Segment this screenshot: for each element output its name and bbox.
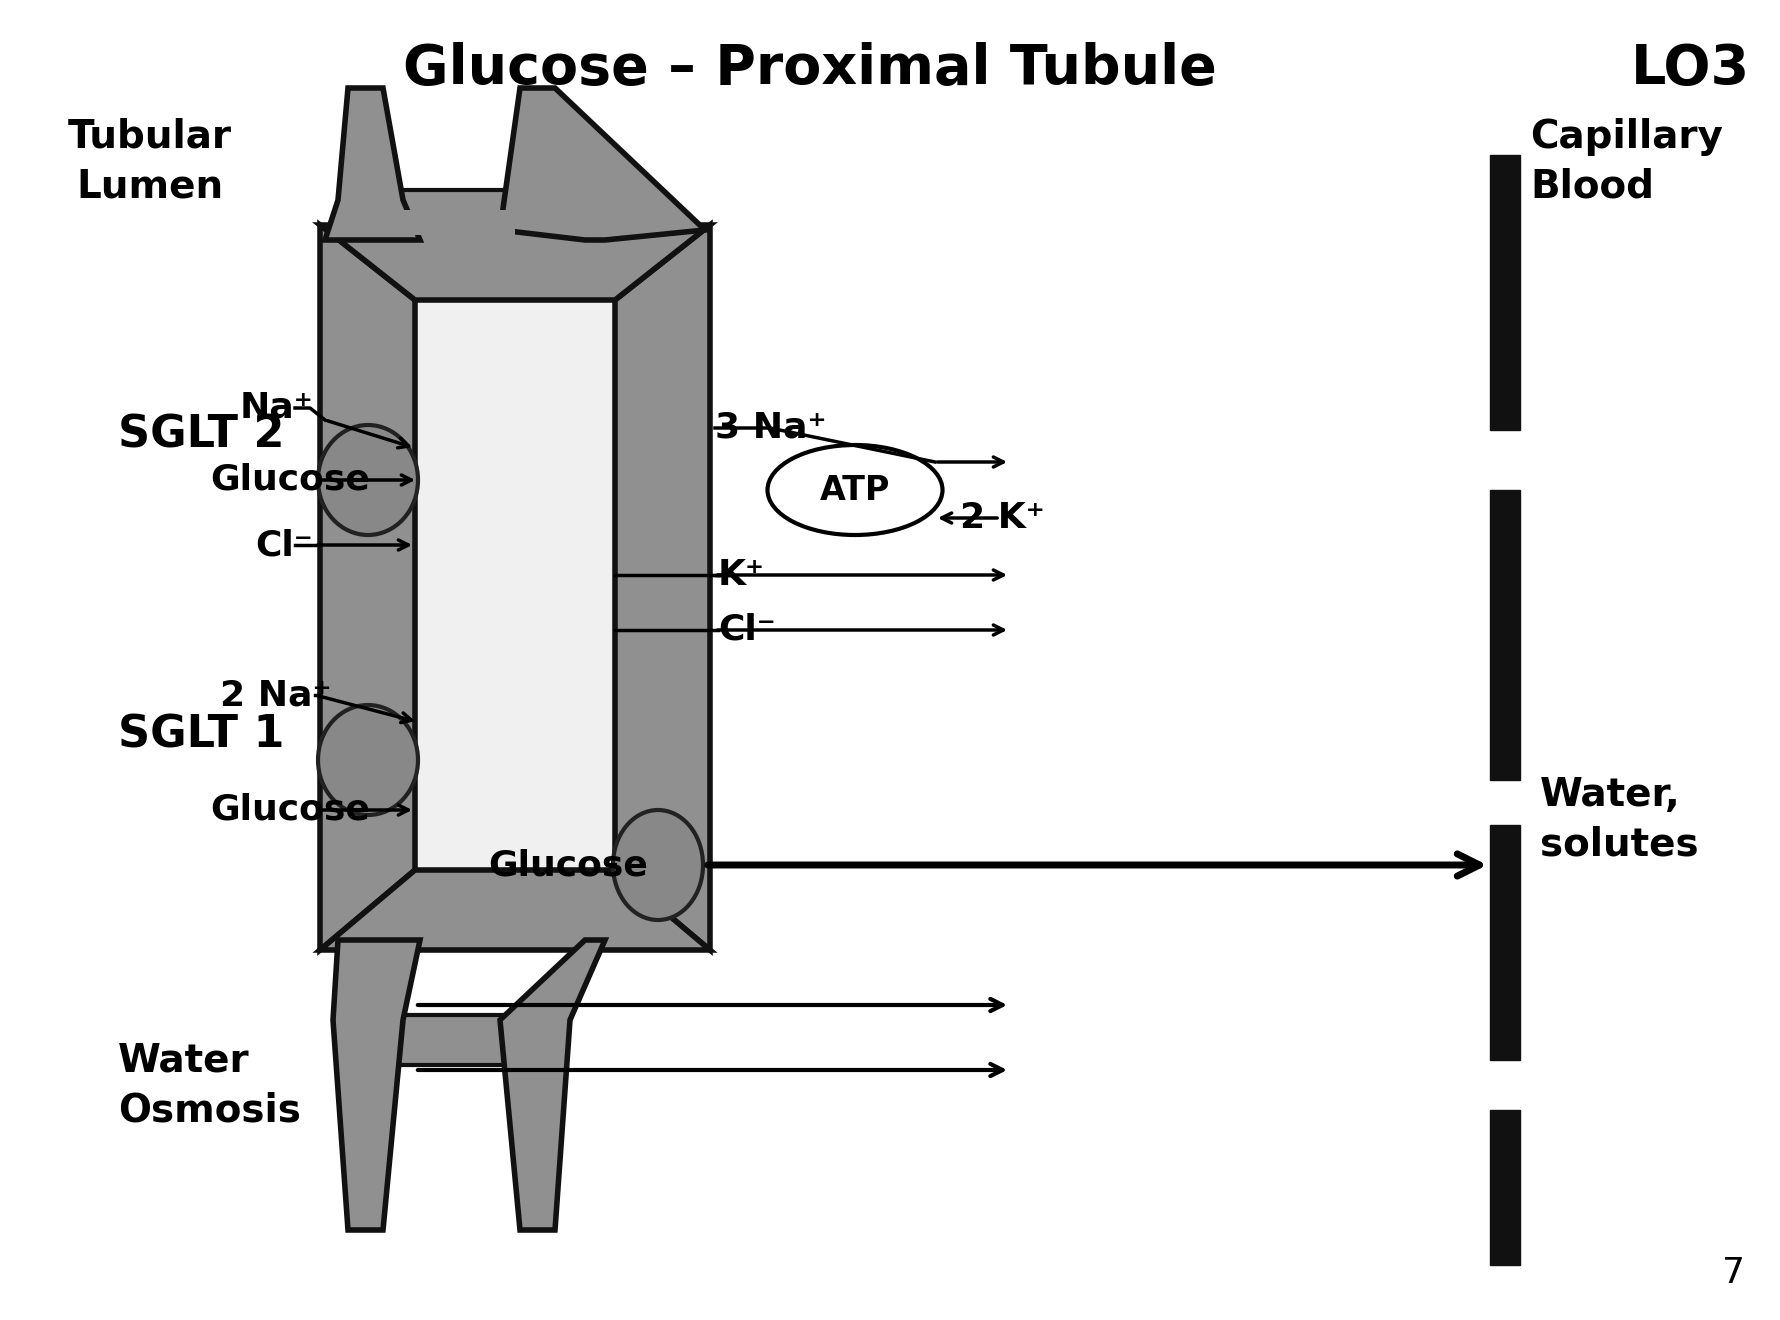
Text: 3 Na⁺: 3 Na⁺	[716, 411, 826, 445]
Text: Na⁺: Na⁺	[240, 391, 313, 425]
Text: Glucose – Proximal Tubule: Glucose – Proximal Tubule	[402, 42, 1218, 96]
Text: ATP: ATP	[821, 474, 890, 507]
Text: Glucose: Glucose	[488, 847, 648, 882]
Polygon shape	[500, 88, 705, 240]
Bar	[1490, 154, 1520, 430]
Bar	[393, 1015, 514, 1065]
Text: Glucose: Glucose	[210, 463, 370, 498]
Text: LO3: LO3	[1630, 42, 1750, 96]
Ellipse shape	[319, 425, 418, 535]
Text: 7: 7	[1721, 1257, 1744, 1290]
Text: SGLT 1: SGLT 1	[117, 714, 285, 756]
Text: Water,
solutes: Water, solutes	[1540, 776, 1698, 865]
Text: Cl⁻: Cl⁻	[717, 612, 776, 647]
Ellipse shape	[612, 810, 703, 920]
Text: Water
Osmosis: Water Osmosis	[117, 1041, 301, 1129]
Bar	[383, 210, 514, 235]
Polygon shape	[326, 88, 420, 240]
Text: 2 Na⁺: 2 Na⁺	[221, 678, 331, 711]
Text: Cl⁻: Cl⁻	[255, 528, 313, 562]
Ellipse shape	[767, 445, 942, 535]
Polygon shape	[320, 224, 710, 300]
Text: 2 K⁺: 2 K⁺	[959, 502, 1045, 535]
Text: SGLT 2: SGLT 2	[117, 413, 285, 457]
Bar	[415, 300, 616, 870]
Text: Capillary
Blood: Capillary Blood	[1531, 117, 1723, 206]
Polygon shape	[333, 940, 420, 1230]
Polygon shape	[500, 940, 605, 1230]
Polygon shape	[320, 224, 415, 950]
Polygon shape	[616, 224, 710, 950]
Bar	[1490, 825, 1520, 1060]
Ellipse shape	[319, 705, 418, 814]
Polygon shape	[320, 870, 710, 950]
Text: K⁺: K⁺	[717, 558, 765, 591]
Text: Tubular
Lumen: Tubular Lumen	[68, 117, 231, 206]
Text: Glucose: Glucose	[210, 793, 370, 828]
Bar	[1490, 490, 1520, 780]
Bar	[399, 190, 514, 240]
Bar	[1490, 1110, 1520, 1265]
